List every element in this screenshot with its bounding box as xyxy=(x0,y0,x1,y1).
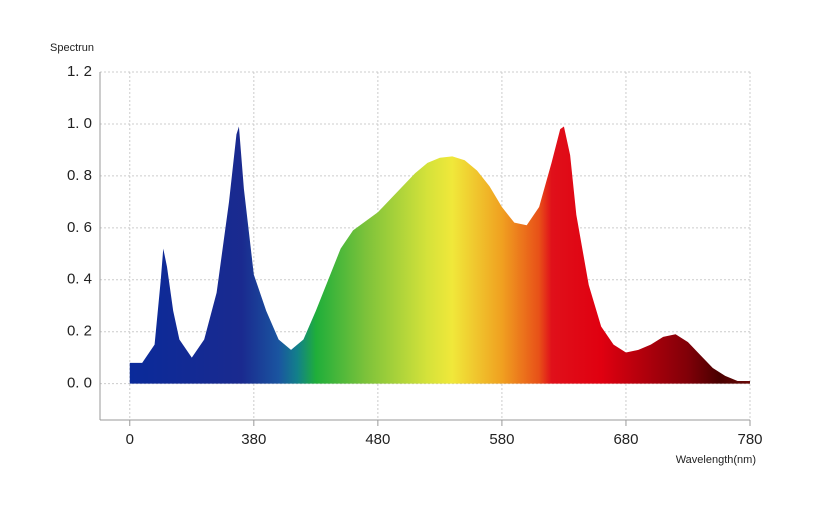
y-tick-label: 0. 8 xyxy=(67,167,92,184)
x-axis-label: Wavelength(nm) xyxy=(676,454,756,466)
x-tick-label: 0 xyxy=(126,431,134,448)
y-tick-label: 1. 0 xyxy=(67,115,92,132)
x-tick-label: 680 xyxy=(613,431,638,448)
spectrum-area xyxy=(129,126,750,384)
x-tick-label: 780 xyxy=(737,431,762,448)
y-tick-label: 1. 2 xyxy=(67,63,92,80)
x-tick-label: 480 xyxy=(365,431,390,448)
y-tick-label: 0. 6 xyxy=(67,219,92,236)
chart-title: Spectrun xyxy=(50,42,94,54)
y-tick-label: 0. 0 xyxy=(67,375,92,392)
y-tick-label: 0. 2 xyxy=(67,323,92,340)
x-tick-label: 580 xyxy=(489,431,514,448)
x-tick-label: 380 xyxy=(241,431,266,448)
y-tick-label: 0. 4 xyxy=(67,271,92,288)
